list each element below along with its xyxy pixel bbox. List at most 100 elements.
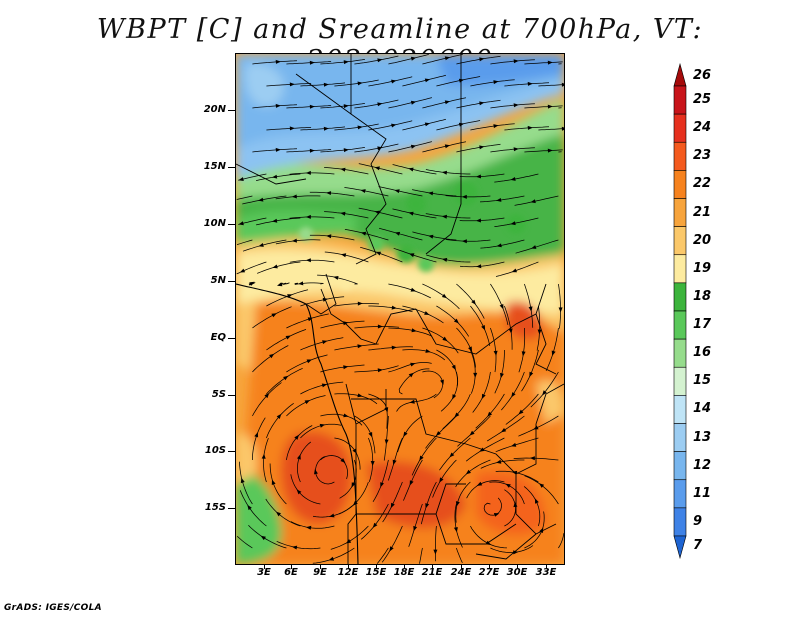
streamline — [358, 207, 403, 219]
streamline-arrow — [322, 297, 328, 302]
streamline — [276, 540, 321, 550]
streamline — [290, 521, 335, 529]
streamline-arrow — [323, 126, 329, 131]
streamline-arrow — [260, 535, 266, 541]
lon-tick-mark — [291, 564, 292, 569]
streamline-arrow — [377, 324, 383, 329]
streamline-arrow — [272, 218, 278, 223]
streamline-arrow — [323, 82, 329, 87]
streamline-arrow — [351, 482, 356, 488]
streamline — [309, 191, 355, 197]
streamline — [275, 195, 321, 200]
streamline — [505, 393, 539, 425]
streamline-arrow — [275, 103, 281, 108]
lat-tick-label: EQ — [210, 332, 226, 343]
streamline — [344, 187, 389, 197]
streamline-arrow — [452, 394, 457, 400]
streamline-arrow — [410, 287, 416, 292]
streamline — [344, 229, 389, 241]
streamline — [439, 437, 471, 471]
lon-tick-mark — [489, 564, 490, 569]
streamline — [290, 474, 321, 505]
streamline — [495, 470, 539, 483]
streamline — [490, 147, 535, 153]
streamline-arrow — [391, 123, 397, 128]
lat-tick-mark — [228, 451, 235, 452]
streamline — [252, 417, 266, 461]
lon-tick-label: 3E — [257, 567, 271, 578]
wbpt-field — [236, 54, 564, 564]
streamline — [436, 76, 481, 87]
streamline-arrow — [513, 147, 519, 152]
streamline-arrow — [481, 393, 486, 400]
streamline-arrow — [439, 477, 444, 483]
streamline-arrow — [328, 556, 335, 561]
streamline — [236, 239, 253, 245]
streamline — [396, 393, 437, 412]
streamline-arrow — [343, 60, 349, 65]
streamline-arrow — [535, 498, 539, 504]
streamline-arrow — [547, 148, 553, 153]
streamline-arrow — [513, 103, 519, 108]
streamline — [286, 105, 332, 109]
lon-tick-mark — [432, 564, 433, 569]
streamline — [487, 415, 525, 442]
streamline-arrow — [360, 231, 367, 236]
streamline — [402, 74, 446, 87]
streamline-arrow — [510, 177, 516, 181]
lon-tick-mark — [546, 564, 547, 569]
streamline — [236, 195, 253, 200]
streamline-arrow — [485, 540, 492, 545]
streamline-arrow — [511, 442, 517, 447]
streamline — [419, 547, 423, 564]
streamline-arrow — [384, 439, 389, 445]
lat-tick-label: 10N — [203, 218, 226, 229]
streamline-arrow — [340, 167, 346, 172]
streamline-arrow — [542, 390, 547, 396]
streamline — [252, 382, 282, 417]
streamline — [524, 61, 563, 65]
streamline — [393, 247, 437, 263]
streamline-arrow — [391, 305, 397, 310]
streamline — [514, 195, 559, 206]
streamline-arrow — [247, 504, 252, 511]
streamline — [388, 362, 432, 373]
streamline — [425, 213, 471, 219]
streamline-arrow — [377, 58, 383, 63]
streamline — [252, 104, 298, 109]
streamline-arrow — [306, 359, 312, 364]
streamline — [538, 84, 564, 87]
streamline — [252, 306, 292, 329]
streamline — [379, 227, 423, 241]
streamline — [490, 327, 497, 373]
streamline — [412, 231, 457, 241]
streamline-arrow — [428, 234, 434, 239]
streamline-arrow — [372, 522, 378, 528]
streamline-arrow — [539, 527, 544, 533]
streamline-arrow — [249, 281, 255, 286]
streamline — [515, 239, 559, 254]
streamline — [309, 234, 355, 241]
streamline — [320, 320, 365, 329]
streamline-arrow — [518, 409, 524, 415]
streamline — [558, 533, 564, 549]
streamline — [320, 455, 348, 480]
streamline — [521, 349, 539, 392]
streamline-arrow — [333, 276, 339, 280]
streamline — [368, 393, 388, 429]
streamline — [455, 481, 471, 523]
streamline — [334, 437, 361, 470]
streamline — [330, 525, 369, 550]
streamline-arrow — [551, 350, 556, 356]
streamline — [456, 99, 501, 109]
streamline — [368, 437, 374, 483]
streamline-arrow — [496, 459, 502, 464]
streamline — [354, 365, 399, 373]
streamline — [479, 195, 525, 203]
streamline-arrow — [291, 238, 297, 243]
streamline-arrow — [309, 60, 315, 65]
streamline-arrow — [539, 483, 545, 488]
streamline-arrow — [513, 550, 519, 555]
streamline — [558, 283, 561, 329]
streamline — [456, 143, 501, 153]
